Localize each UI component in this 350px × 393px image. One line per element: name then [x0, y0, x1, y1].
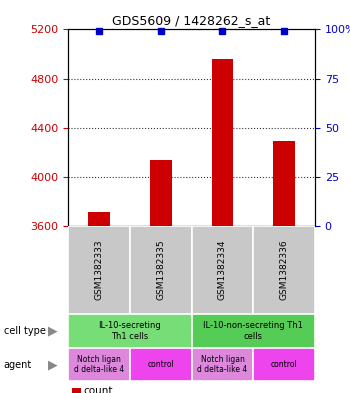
- Text: ▶: ▶: [48, 358, 57, 371]
- Bar: [88, 213, 110, 226]
- Bar: [68, 314, 191, 348]
- Text: GSM1382335: GSM1382335: [156, 240, 165, 301]
- Bar: [253, 348, 315, 381]
- Text: GSM1382333: GSM1382333: [94, 240, 104, 301]
- Bar: [72, 388, 80, 393]
- Bar: [212, 59, 233, 226]
- Title: GDS5609 / 1428262_s_at: GDS5609 / 1428262_s_at: [112, 14, 271, 27]
- Text: GSM1382336: GSM1382336: [280, 240, 289, 301]
- Bar: [253, 226, 315, 314]
- Bar: [191, 226, 253, 314]
- Text: control: control: [147, 360, 174, 369]
- Text: Notch ligan
d delta-like 4: Notch ligan d delta-like 4: [197, 355, 247, 374]
- Bar: [150, 160, 172, 226]
- Text: count: count: [83, 386, 112, 393]
- Bar: [68, 348, 130, 381]
- Text: Notch ligan
d delta-like 4: Notch ligan d delta-like 4: [74, 355, 124, 374]
- Text: IL-10-non-secreting Th1
cells: IL-10-non-secreting Th1 cells: [203, 321, 303, 341]
- Text: IL-10-secreting
Th1 cells: IL-10-secreting Th1 cells: [99, 321, 161, 341]
- Bar: [130, 348, 192, 381]
- Bar: [68, 226, 130, 314]
- Text: cell type: cell type: [4, 326, 46, 336]
- Text: ▶: ▶: [48, 325, 57, 338]
- Text: agent: agent: [4, 360, 32, 369]
- Bar: [273, 141, 295, 226]
- Bar: [191, 348, 253, 381]
- Text: control: control: [271, 360, 298, 369]
- Text: GSM1382334: GSM1382334: [218, 240, 227, 300]
- Bar: [191, 314, 315, 348]
- Bar: [130, 226, 192, 314]
